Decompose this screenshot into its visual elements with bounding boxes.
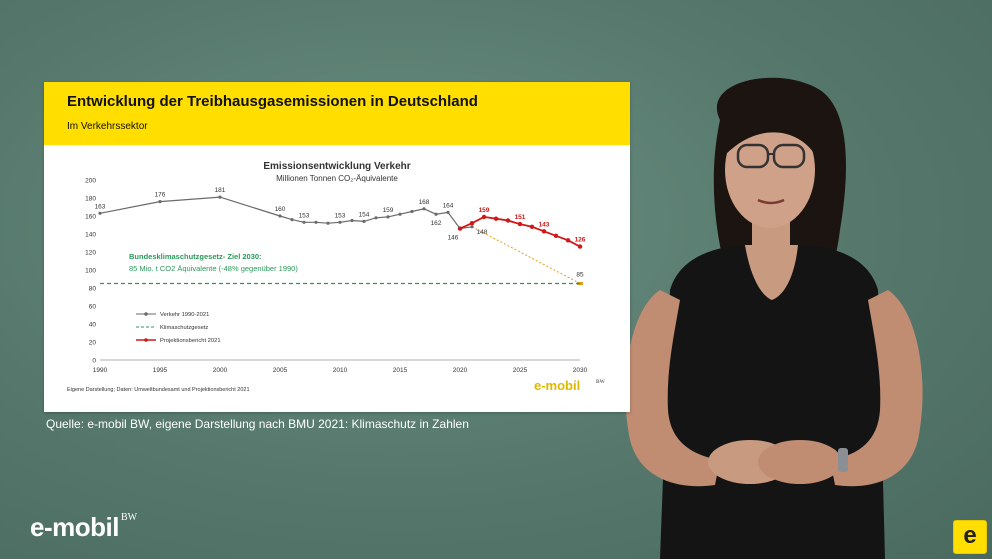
x-tick-label: 1995 [153,367,168,374]
data-label: 153 [335,212,346,219]
source-caption: Quelle: e-mobil BW, eigene Darstellung n… [46,417,469,431]
data-point [362,219,366,223]
data-point [410,209,414,214]
brand-logo: e-mobil BW [30,512,138,542]
y-tick-label: 120 [85,250,96,257]
legend-marker [144,338,148,342]
chart-title: Emissionsentwicklung Verkehr [263,161,410,172]
svg-text:e-mobil: e-mobil [534,378,580,393]
data-point [278,214,282,218]
data-label: 126 [575,237,586,244]
data-point [493,216,499,221]
data-point [338,220,342,224]
legend-label: Projektionsbericht 2021 [160,338,221,344]
data-point [422,207,426,211]
data-point [158,200,162,204]
y-tick-label: 20 [89,340,97,347]
presentation-slide: Entwicklung der Treibhausgasemissionen i… [44,82,630,412]
y-tick-label: 80 [89,286,97,293]
data-point [481,214,487,220]
data-label: 168 [419,199,430,206]
x-tick-label: 2010 [333,367,348,374]
data-label: 151 [515,214,526,221]
data-label: 176 [155,192,166,199]
x-tick-label: 2005 [273,367,288,374]
y-tick-label: 180 [85,196,96,203]
data-point [553,233,559,238]
y-tick-label: 200 [85,178,96,185]
slide-header: Entwicklung der Treibhausgasemissionen i… [44,82,630,145]
legend-label: Verkehr 1990-2021 [160,312,209,318]
data-point [98,211,102,215]
data-point [505,218,511,223]
data-point [469,221,475,226]
y-tick-label: 140 [85,232,96,239]
slide-logo: e-mobil BW [534,378,606,393]
data-label: 160 [275,206,286,213]
data-point [314,220,318,224]
y-tick-label: 40 [89,322,97,329]
data-point [529,224,535,229]
data-point [386,215,390,219]
trend-line [471,226,581,284]
target-annotation-title: Bundesklimaschutzgesetz- Ziel 2030: [129,252,262,261]
data-label: 159 [383,207,394,214]
data-point [326,221,330,225]
data-label: 181 [215,187,226,194]
data-label: 159 [479,207,490,214]
x-tick-label: 1990 [93,367,108,374]
legend-label: Klimaschutzgesetz [160,325,208,331]
data-point [517,221,523,227]
x-tick-label: 2025 [513,367,528,374]
svg-text:BW: BW [596,379,606,385]
data-point [350,218,354,223]
data-point [446,210,450,214]
data-label: 153 [299,212,310,219]
y-tick-label: 100 [85,268,96,275]
emissions-chart: Emissionsentwicklung Verkehr Millionen T… [67,161,606,393]
data-point [470,225,474,229]
data-label: 164 [443,202,454,209]
data-point [457,226,463,231]
x-tick-label: 2015 [393,367,408,374]
y-tick-label: 0 [92,358,96,365]
chart-subtitle: Millionen Tonnen CO₂-Äquivalente [276,174,398,183]
x-tick-label: 2030 [573,367,588,374]
y-tick-label: 160 [85,214,96,221]
slide-subtitle: Im Verkehrssektor [67,121,148,132]
data-label: 85 [576,272,584,279]
x-tick-label: 2000 [213,367,228,374]
series-line-0 [99,196,473,230]
data-label: 146 [448,235,459,242]
data-point [290,218,294,222]
data-point [541,229,547,234]
data-point [577,244,583,249]
data-point [434,212,438,216]
presenter-figure [625,77,923,559]
x-tick-label: 2020 [453,367,468,374]
data-label: 154 [359,211,370,218]
data-label: 163 [95,203,106,210]
data-point [565,238,571,243]
slide-footnote: Eigene Darstellung; Daten: Umweltbundesa… [67,387,250,393]
corner-badge-icon: e [953,520,987,554]
data-label: 143 [539,221,550,228]
data-point [302,220,306,224]
data-point [374,216,378,220]
data-point [218,195,222,199]
legend-marker [144,312,148,316]
data-point [398,212,402,216]
data-label: 162 [431,220,442,227]
y-tick-label: 60 [89,304,97,311]
data-label: 148 [477,229,488,236]
target-annotation-text: 85 Mio. t CO2 Äquivalente (-48% gegenübe… [129,264,298,273]
slide-title: Entwicklung der Treibhausgasemissionen i… [67,93,478,110]
